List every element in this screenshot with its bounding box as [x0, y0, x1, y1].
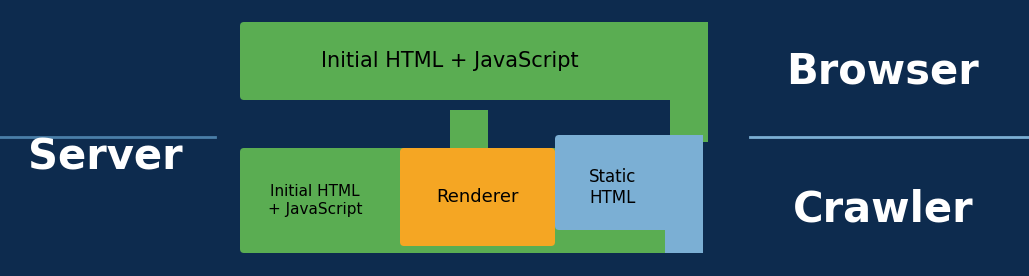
- FancyBboxPatch shape: [718, 130, 753, 248]
- Text: Initial HTML + JavaScript: Initial HTML + JavaScript: [321, 51, 578, 71]
- Text: Renderer: Renderer: [436, 188, 519, 206]
- FancyBboxPatch shape: [240, 148, 695, 253]
- Bar: [670, 22, 708, 142]
- Bar: [450, 110, 488, 152]
- FancyBboxPatch shape: [555, 135, 670, 230]
- FancyBboxPatch shape: [240, 22, 700, 100]
- Text: Crawler: Crawler: [792, 189, 973, 231]
- FancyBboxPatch shape: [718, 18, 753, 133]
- Bar: [665, 135, 703, 253]
- Bar: [718, 28, 743, 123]
- Text: Server: Server: [28, 137, 182, 179]
- Text: Browser: Browser: [786, 51, 980, 93]
- Text: Initial HTML
+ JavaScript: Initial HTML + JavaScript: [268, 184, 362, 217]
- Text: Static
HTML: Static HTML: [589, 168, 636, 207]
- FancyBboxPatch shape: [400, 148, 555, 246]
